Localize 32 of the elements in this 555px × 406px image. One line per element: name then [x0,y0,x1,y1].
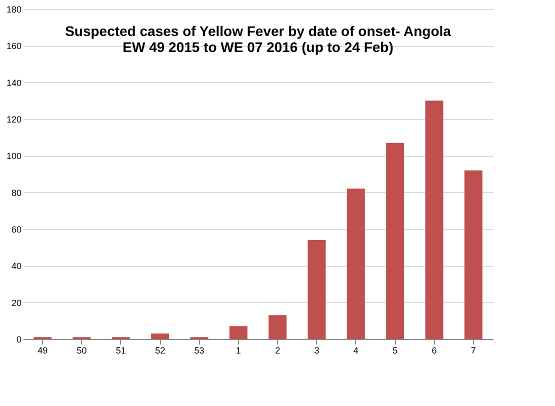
x-tick-label: 3 [314,346,320,356]
bar [229,326,248,339]
x-tick-label: 4 [353,346,358,356]
x-tick-label: 49 [38,346,48,356]
y-tick-label: 20 [11,298,22,308]
bar [386,142,404,339]
bar [151,334,170,339]
bar [464,170,482,339]
text: Suspected cases of Yellow Fever by date of onset- Angola [65,23,451,39]
y-tick-label: 100 [6,151,22,162]
y-tick-label: 120 [6,114,22,124]
y-tick-label: 80 [11,188,22,198]
x-tick-label: 53 [194,346,204,356]
bar [346,188,365,339]
x-tick-label: 6 [432,346,437,356]
text: EW 49 2015 to WE 07 2016 (up to 24 Feb) [122,39,394,55]
x-tick-label: 1 [236,346,241,356]
bar [268,315,287,339]
y-tick-label: 60 [11,224,22,234]
y-tick-label: 40 [11,261,22,272]
x-tick-label: 7 [470,346,476,356]
bar [425,100,444,339]
x-tick-label: 52 [155,346,166,356]
y-tick-label: 0 [16,334,22,344]
x-tick-label: 2 [275,346,280,356]
y-tick-label: 180 [6,4,22,14]
x-tick-label: 50 [76,346,87,356]
x-tick-label: 5 [392,346,398,356]
y-tick-label: 140 [6,78,22,88]
bar [308,240,326,339]
x-tick-label: 51 [116,346,126,356]
y-tick-label: 160 [6,41,22,52]
